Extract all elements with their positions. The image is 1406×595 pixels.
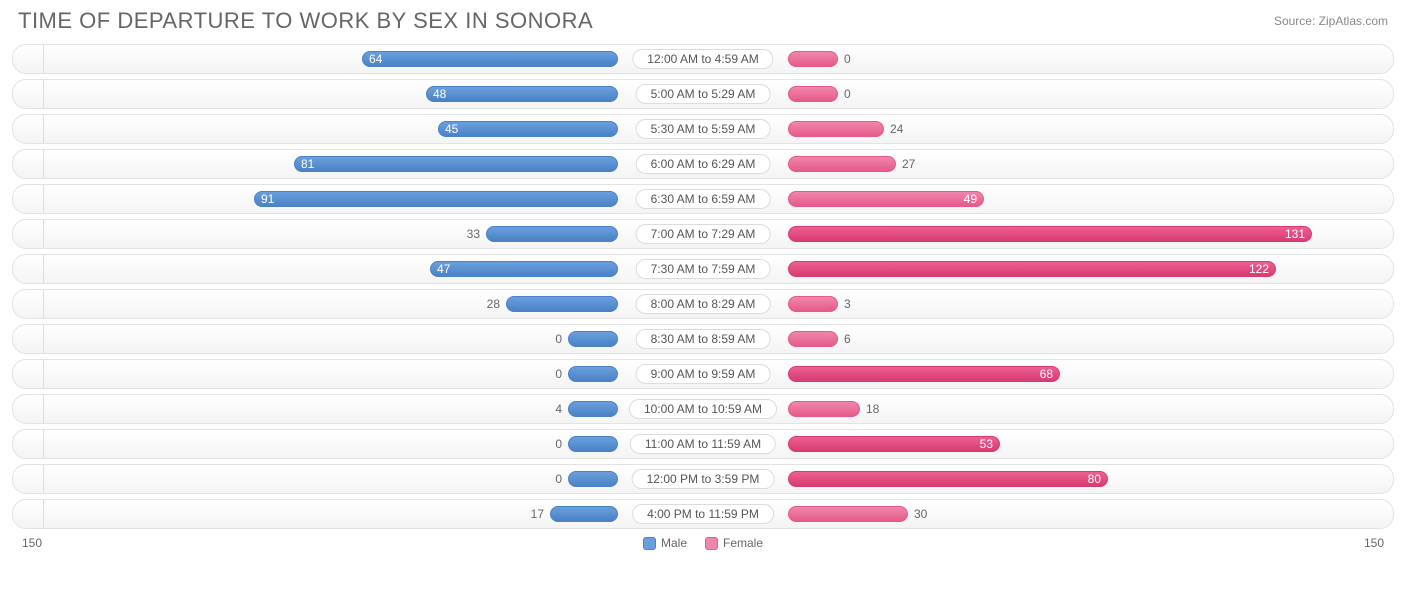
row-label: 6:30 AM to 6:59 AM [636, 189, 771, 209]
chart-row: 0 53 11:00 AM to 11:59 AM [12, 429, 1394, 459]
male-value: 4 [555, 402, 562, 416]
male-bar: 47 [430, 261, 618, 277]
female-value: 0 [844, 87, 851, 101]
chart-row: 64 0 12:00 AM to 4:59 AM [12, 44, 1394, 74]
female-bar: 80 [788, 471, 1108, 487]
row-label: 7:30 AM to 7:59 AM [636, 259, 771, 279]
female-bar [788, 331, 838, 347]
male-value: 91 [261, 192, 274, 206]
row-label: 7:00 AM to 7:29 AM [636, 224, 771, 244]
male-value: 17 [531, 507, 544, 521]
female-value: 3 [844, 297, 851, 311]
male-bar: 91 [254, 191, 618, 207]
legend: Male Female [643, 536, 763, 550]
male-value: 45 [445, 122, 458, 136]
axis-right-max: 150 [1364, 536, 1384, 550]
chart-row: 81 27 6:00 AM to 6:29 AM [12, 149, 1394, 179]
row-label: 11:00 AM to 11:59 AM [630, 434, 776, 454]
male-value: 0 [555, 437, 562, 451]
female-value: 30 [914, 507, 927, 521]
chart-row: 45 24 5:30 AM to 5:59 AM [12, 114, 1394, 144]
female-bar [788, 156, 896, 172]
chart-row: 47 122 7:30 AM to 7:59 AM [12, 254, 1394, 284]
male-value: 64 [369, 52, 382, 66]
row-label: 8:30 AM to 8:59 AM [636, 329, 771, 349]
female-bar [788, 86, 838, 102]
chart-source: Source: ZipAtlas.com [1274, 8, 1388, 28]
female-bar: 53 [788, 436, 1000, 452]
male-bar [568, 471, 618, 487]
chart-row: 48 0 5:00 AM to 5:29 AM [12, 79, 1394, 109]
female-bar [788, 121, 884, 137]
female-bar [788, 296, 838, 312]
male-value: 47 [437, 262, 450, 276]
row-label: 5:00 AM to 5:29 AM [636, 84, 771, 104]
male-bar [568, 401, 618, 417]
female-value: 0 [844, 52, 851, 66]
female-bar: 122 [788, 261, 1276, 277]
male-bar: 45 [438, 121, 618, 137]
legend-male-swatch [643, 537, 656, 550]
female-bar [788, 506, 908, 522]
male-value: 0 [555, 367, 562, 381]
female-bar [788, 401, 860, 417]
row-label: 4:00 PM to 11:59 PM [632, 504, 774, 524]
legend-female: Female [705, 536, 763, 550]
female-value: 80 [1088, 472, 1101, 486]
chart-row: 17 30 4:00 PM to 11:59 PM [12, 499, 1394, 529]
male-bar [506, 296, 618, 312]
male-value: 33 [467, 227, 480, 241]
row-label: 9:00 AM to 9:59 AM [636, 364, 771, 384]
chart-title: TIME OF DEPARTURE TO WORK BY SEX IN SONO… [18, 8, 593, 34]
male-bar [550, 506, 618, 522]
female-bar: 68 [788, 366, 1060, 382]
row-label: 12:00 PM to 3:59 PM [632, 469, 775, 489]
female-value: 24 [890, 122, 903, 136]
row-label: 10:00 AM to 10:59 AM [629, 399, 777, 419]
female-value: 131 [1285, 227, 1305, 241]
chart-row: 28 3 8:00 AM to 8:29 AM [12, 289, 1394, 319]
male-value: 48 [433, 87, 446, 101]
chart-row: 4 18 10:00 AM to 10:59 AM [12, 394, 1394, 424]
female-bar: 131 [788, 226, 1312, 242]
axis-left-max: 150 [22, 536, 42, 550]
female-value: 122 [1249, 262, 1269, 276]
female-value: 6 [844, 332, 851, 346]
legend-female-label: Female [723, 536, 763, 550]
chart-footer: 150 Male Female 150 [0, 534, 1406, 550]
female-value: 53 [980, 437, 993, 451]
male-bar [568, 366, 618, 382]
male-bar [486, 226, 618, 242]
male-bar [568, 331, 618, 347]
chart-row: 0 68 9:00 AM to 9:59 AM [12, 359, 1394, 389]
male-bar: 64 [362, 51, 618, 67]
female-bar [788, 51, 838, 67]
male-value: 0 [555, 332, 562, 346]
male-bar: 81 [294, 156, 618, 172]
row-label: 5:30 AM to 5:59 AM [636, 119, 771, 139]
chart-header: TIME OF DEPARTURE TO WORK BY SEX IN SONO… [0, 0, 1406, 38]
row-label: 6:00 AM to 6:29 AM [636, 154, 771, 174]
legend-male: Male [643, 536, 687, 550]
chart-row: 0 6 8:30 AM to 8:59 AM [12, 324, 1394, 354]
legend-male-label: Male [661, 536, 687, 550]
chart-row: 91 49 6:30 AM to 6:59 AM [12, 184, 1394, 214]
female-value: 49 [964, 192, 977, 206]
male-value: 0 [555, 472, 562, 486]
male-bar [568, 436, 618, 452]
male-value: 81 [301, 157, 314, 171]
female-bar: 49 [788, 191, 984, 207]
row-label: 8:00 AM to 8:29 AM [636, 294, 771, 314]
chart-row: 33 131 7:00 AM to 7:29 AM [12, 219, 1394, 249]
male-value: 28 [487, 297, 500, 311]
female-value: 68 [1040, 367, 1053, 381]
female-value: 27 [902, 157, 915, 171]
legend-female-swatch [705, 537, 718, 550]
female-value: 18 [866, 402, 879, 416]
chart-row: 0 80 12:00 PM to 3:59 PM [12, 464, 1394, 494]
row-label: 12:00 AM to 4:59 AM [632, 49, 773, 69]
male-bar: 48 [426, 86, 618, 102]
chart-area: 64012:00 AM to 4:59 AM4805:00 AM to 5:29… [0, 38, 1406, 529]
